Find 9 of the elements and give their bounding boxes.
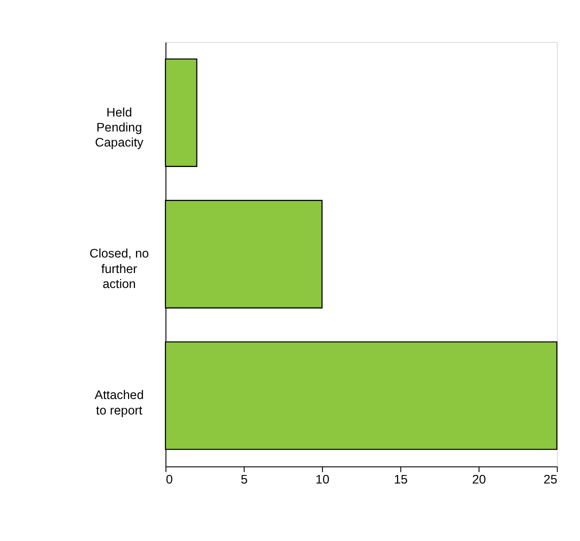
x-tick-label: 0 [166, 472, 173, 487]
x-tick-label: 15 [394, 472, 408, 487]
x-tick-label: 5 [240, 472, 248, 487]
y-tick-label: Attached to report [94, 388, 144, 418]
y-tick-label: Closed, no further action [89, 246, 150, 291]
x-tick-label: 25 [543, 472, 558, 487]
y-tick-label: Held Pending Capacity [95, 105, 144, 150]
x-tick-label: 20 [472, 472, 486, 487]
x-tick-label: 10 [316, 472, 330, 487]
